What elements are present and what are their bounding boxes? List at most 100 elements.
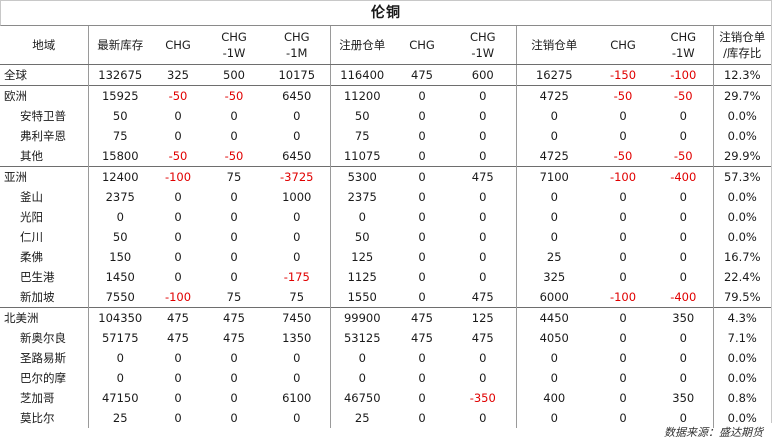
table-cell: 1450 [105,270,135,284]
table-cell: 500 [204,64,264,86]
table-cell: 475 [394,307,450,328]
table-cell: 0 [550,109,558,123]
table-cell: 0 [230,250,238,264]
table-cell: 25 [112,411,128,425]
table-cell: 10175 [264,64,331,86]
table-cell: 15925 [88,85,152,106]
table-cell: 0 [550,371,558,385]
table-cell: 0 [619,411,627,425]
table-cell: 0 [418,129,426,143]
table-cell: 0 [619,250,627,264]
table-cell: 0 [174,391,182,405]
header-cancel-warrant: 注销仓单 [516,26,592,65]
region-name: 莫比尔 [0,408,89,428]
table-cell: 475 [411,331,433,345]
table-cell: 400 [543,391,566,405]
table-cell: 475 [450,166,517,187]
table-cell: 57175 [101,331,139,345]
header-stock: 最新库存 [88,26,152,65]
table-cell: 350 [654,307,714,328]
table-cell: 0 [174,210,182,224]
table-cell: 0 [230,129,238,143]
table-cell: 50 [354,109,370,123]
table-cell: 0 [230,411,238,425]
table-cell: 0 [116,351,124,365]
table-cell: 50 [112,109,128,123]
table-cell: 0 [230,391,238,405]
table-cell: 2375 [105,190,135,204]
table-cell: 0.0% [727,371,757,385]
table-cell: 11075 [343,149,381,163]
table-cell: 0 [450,146,517,167]
table-cell: 0 [394,166,450,187]
table-cell: 0.0% [727,351,757,365]
table-cell: 0 [230,230,238,244]
table-cell: 0 [450,348,517,368]
table-row: 新奥尔良 57175 475 475 1350 53125 475 475 4050 0 0 7.1% [0,328,771,348]
table-cell: 0 [450,207,517,227]
table-cell: -3725 [264,166,331,187]
table-cell: 0 [230,210,238,224]
table-cell: 0 [654,227,714,247]
table-cell: 0 [358,351,366,365]
table-cell: 0 [174,351,182,365]
table-cell: 0.0% [727,129,757,143]
table-cell: 0 [619,190,627,204]
table-cell: 25 [546,250,562,264]
table-cell: 0 [264,368,331,388]
header-region: 地域 [0,26,89,65]
table-cell: 0 [619,331,627,345]
table-cell: 0 [654,408,714,428]
table-cell: 11200 [330,85,394,106]
table-cell: 47150 [101,391,139,405]
table-cell: 6100 [264,388,331,408]
table-cell: 0 [450,368,517,388]
table-cell: 104350 [88,307,152,328]
table-cell: 600 [450,64,517,86]
table-cell: 7550 [105,290,135,304]
table-cell: 1125 [347,270,377,284]
table-cell: 0 [619,109,627,123]
table-cell: 125 [351,250,374,264]
table-row: 釜山 2375 0 0 1000 2375 0 0 0 0 0 0.0% [0,187,771,207]
table-cell: 0 [450,187,517,207]
table-cell: 16275 [516,64,592,86]
region-row: 全球 132675 325 500 10175 116400 475 600 16275 -150… [0,64,771,86]
table-row: 巴尔的摩 0 0 0 0 0 0 0 0 0 0 0.0% [0,368,771,388]
region-name: 巴尔的摩 [0,368,89,388]
region-name: 其他 [0,146,89,167]
table-cell: -175 [264,267,331,287]
table-cell: 7100 [516,166,592,187]
table-cell: 116400 [330,64,394,86]
table-cell: 0 [619,391,627,405]
table-row: 圣路易斯 0 0 0 0 0 0 0 0 0 0 0.0% [0,348,771,368]
table-cell: 0 [619,270,627,284]
table-cell: 0 [550,351,558,365]
table-cell: 0 [264,126,331,146]
table-cell: 0 [230,109,238,123]
table-cell: 57.3% [713,166,771,187]
table-cell: 12.3% [713,64,771,86]
region-name: 安特卫普 [0,106,89,126]
header-cancel-ratio: 注销仓单/库存比 [713,26,771,65]
table-cell: 0 [174,190,182,204]
table-cell: 22.4% [723,270,761,284]
header-cancel-chg: CHG [592,26,654,65]
table-cell: 75 [204,166,264,187]
table-cell: 0 [619,351,627,365]
table-cell: 0 [450,85,517,106]
table-cell: 475 [204,307,264,328]
table-row: 仁川 50 0 0 0 50 0 0 0 0 0 0.0% [0,227,771,247]
table-cell: 0 [230,351,238,365]
table-cell: 0 [418,109,426,123]
table-cell: 0 [418,250,426,264]
region-name: 巴生港 [0,267,89,287]
region-name: 新奥尔良 [0,328,89,348]
table-cell: 75 [112,129,128,143]
table-title: 伦铜 [0,0,771,26]
table-cell: 0 [116,371,124,385]
header-chg-1w: CHG -1W [204,26,264,65]
table-cell: 132675 [88,64,152,86]
region-name: 圣路易斯 [0,348,89,368]
table-cell: 0 [418,190,426,204]
